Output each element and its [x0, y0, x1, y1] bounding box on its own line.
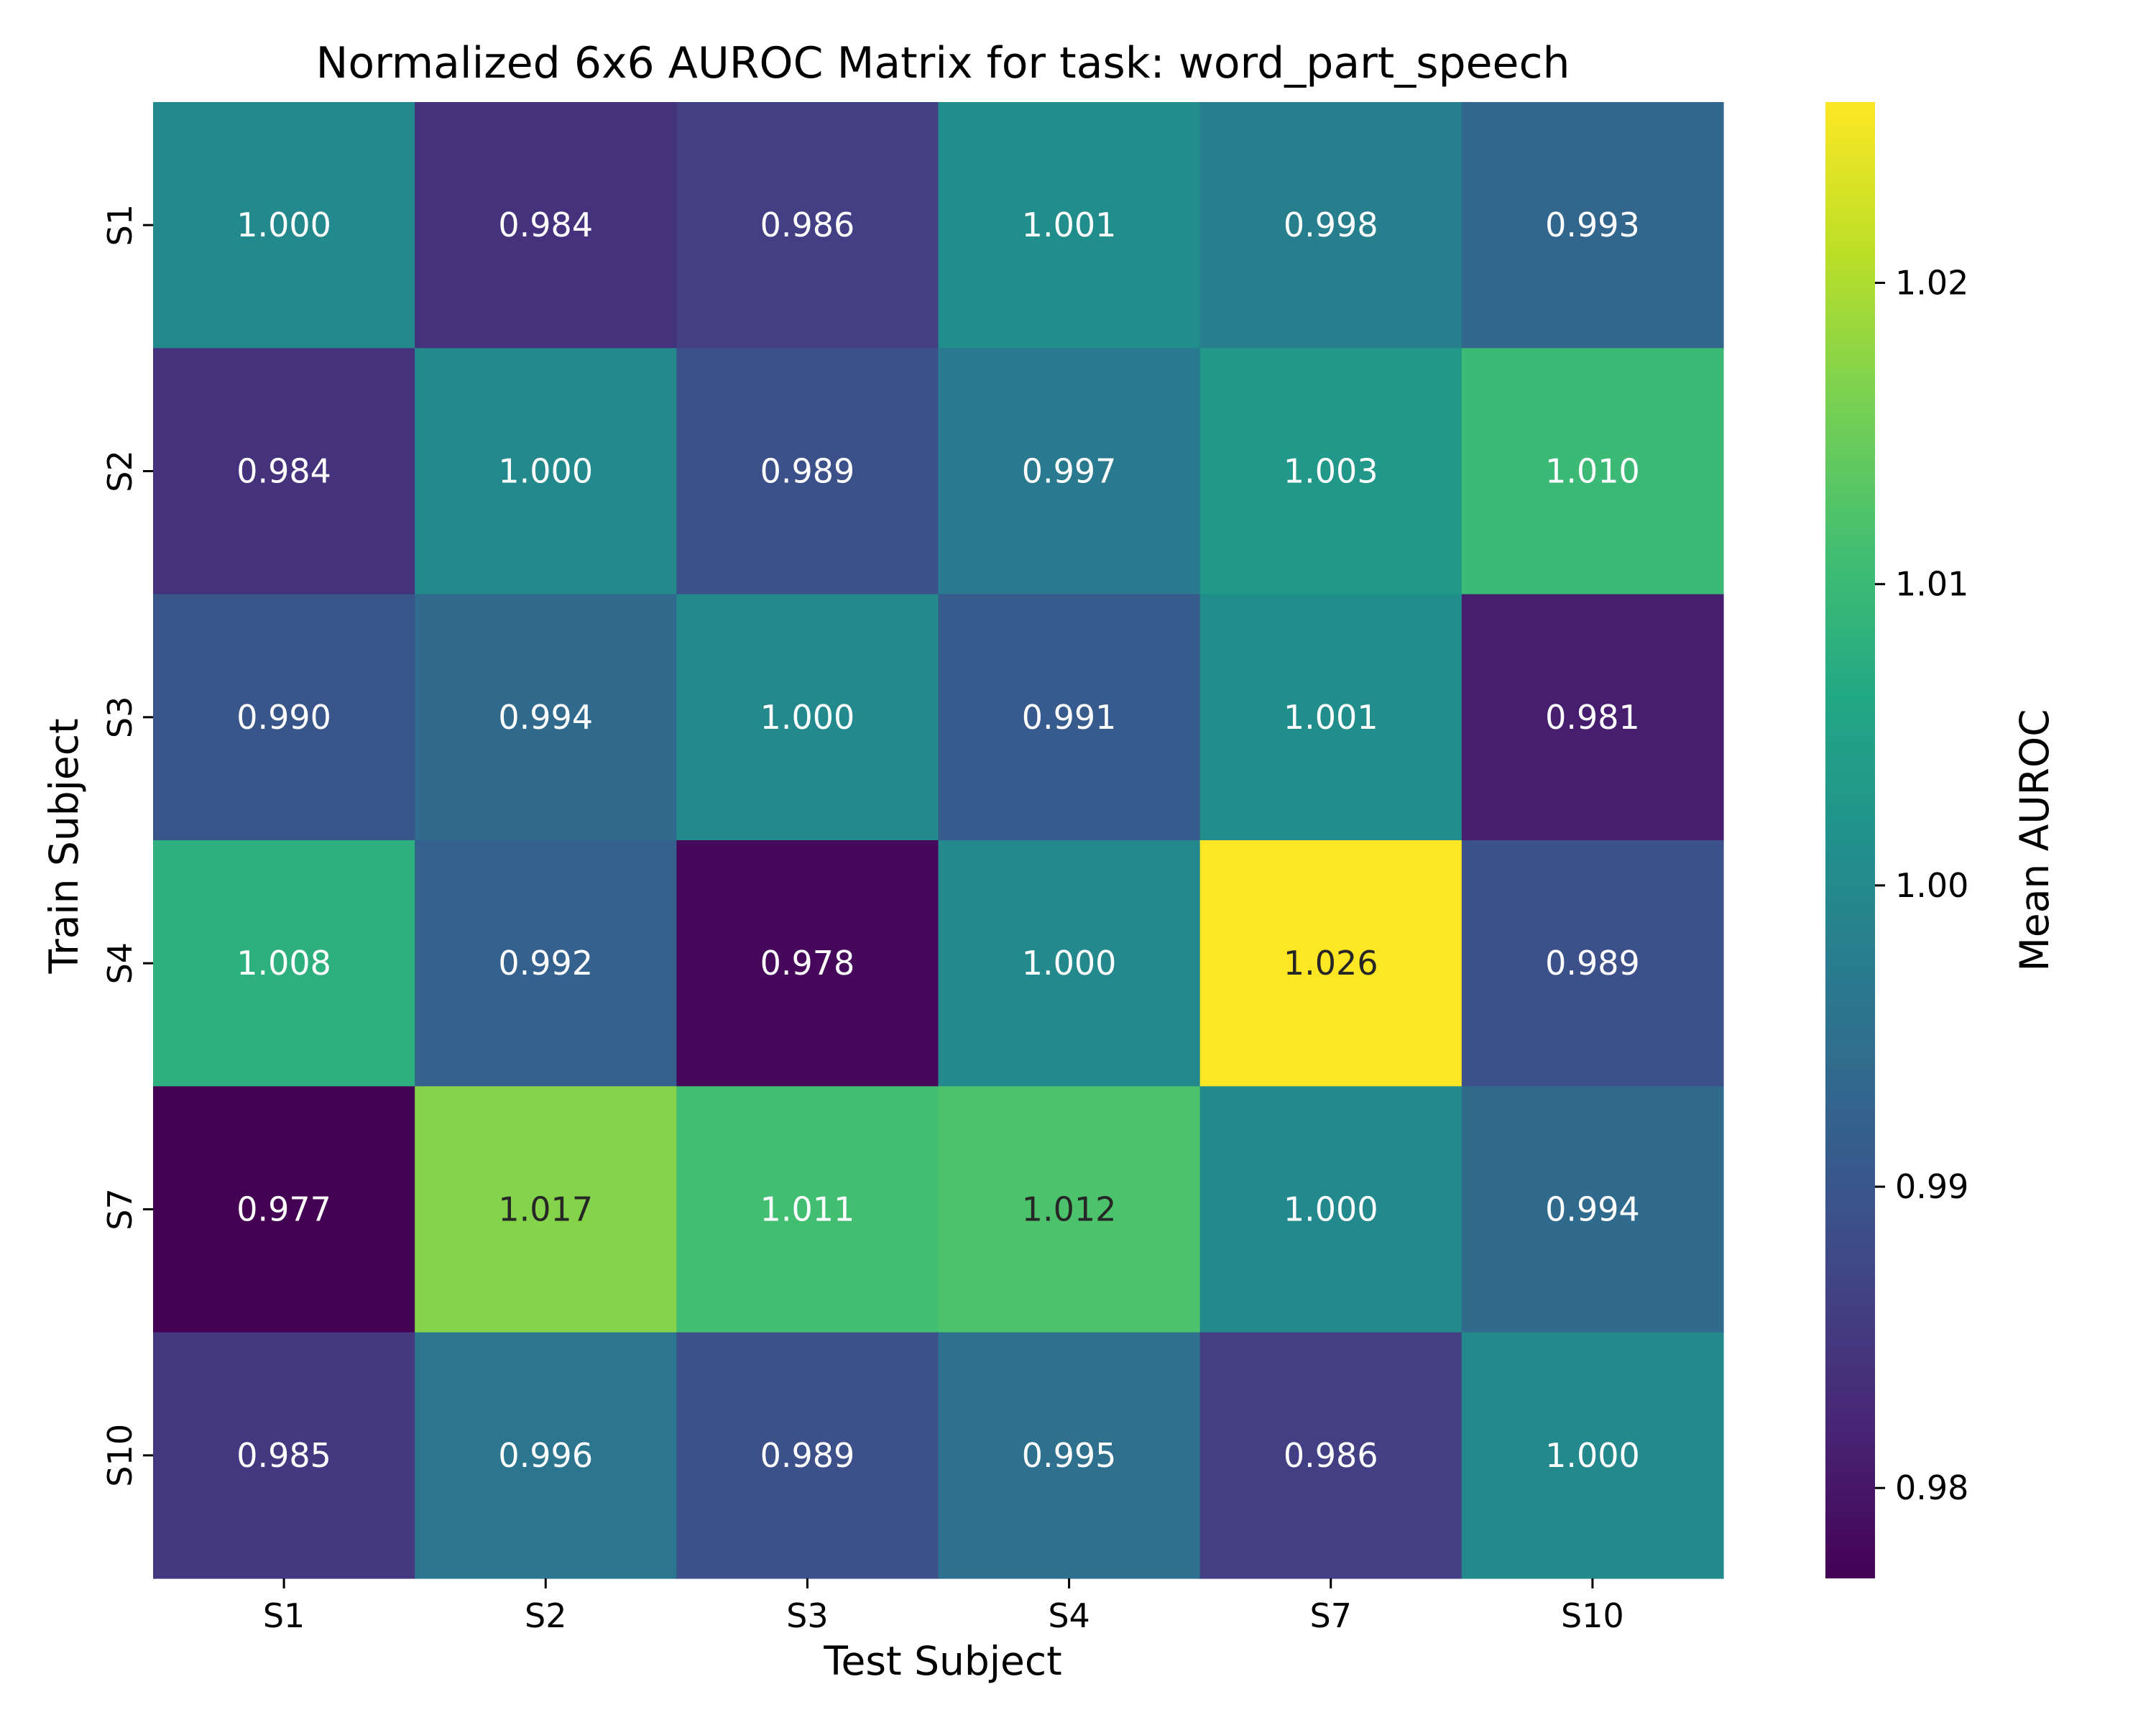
cell-value-label: 0.978 — [760, 944, 855, 983]
x-tick-label: S1 — [263, 1596, 305, 1635]
heatmap-cell — [676, 594, 939, 841]
cell-value-label: 1.003 — [1284, 452, 1378, 491]
y-tick-label: S10 — [101, 1424, 139, 1487]
cell-value-label: 1.010 — [1545, 452, 1640, 491]
cell-value-label: 1.000 — [498, 452, 593, 491]
cell-value-label: 1.000 — [1545, 1436, 1640, 1475]
heatmap-cell — [1199, 1332, 1462, 1579]
heatmap-cell — [1461, 102, 1724, 349]
colorbar-tick-label: 1.02 — [1895, 264, 1968, 303]
cell-value-label: 0.989 — [760, 452, 855, 491]
cell-value-label: 1.000 — [760, 698, 855, 737]
cell-value-label: 0.994 — [1545, 1190, 1640, 1229]
heatmap-cell — [938, 594, 1201, 841]
heatmap-cell — [938, 1086, 1201, 1333]
heatmap-cell — [415, 102, 677, 349]
x-tick-label: S3 — [786, 1596, 828, 1635]
cell-value-label: 1.000 — [1022, 944, 1117, 983]
x-axis: S1 S2 S3 S4 S7 S10 — [263, 1578, 1624, 1635]
cell-value-label: 0.984 — [498, 206, 593, 244]
colorbar-tick-label: 1.01 — [1895, 565, 1968, 604]
cell-value-label: 0.995 — [1022, 1436, 1117, 1475]
cell-value-label: 0.997 — [1022, 452, 1117, 491]
cell-value-label: 0.989 — [1545, 944, 1640, 983]
y-tick-label: S1 — [101, 204, 139, 246]
heatmap-grid: 1.000 0.984 0.986 1.001 0.998 0.993 0.984 1.000… — [153, 102, 1724, 1579]
x-axis-label: Test Subject — [823, 1638, 1061, 1684]
y-tick-label: S2 — [101, 450, 139, 492]
heatmap-cell — [676, 1086, 939, 1333]
cell-value-label: 1.001 — [1022, 206, 1117, 244]
colorbar-tick-label: 1.00 — [1895, 866, 1968, 905]
heatmap-cell — [676, 102, 939, 349]
heatmap-cell — [415, 1086, 677, 1333]
cell-value-label: 0.990 — [236, 698, 331, 737]
colorbar-tick-label: 0.98 — [1895, 1468, 1968, 1507]
cell-value-label: 0.984 — [236, 452, 331, 491]
cell-value-label: 0.992 — [498, 944, 593, 983]
heatmap-cell — [153, 1086, 415, 1333]
y-tick-label: S4 — [101, 942, 139, 984]
heatmap-cell — [1461, 348, 1724, 595]
colorbar-axis: 0.98 0.99 1.00 1.01 1.02 — [1875, 264, 1968, 1507]
heatmap-cell — [676, 840, 939, 1087]
heatmap-cell — [1461, 1332, 1724, 1579]
x-tick-label: S10 — [1561, 1596, 1624, 1635]
heatmap-cell — [1461, 594, 1724, 841]
heatmap-cell — [153, 840, 415, 1087]
heatmap-cell — [938, 1332, 1201, 1579]
cell-value-label: 0.977 — [236, 1190, 331, 1229]
x-tick-label: S4 — [1048, 1596, 1089, 1635]
cell-value-label: 1.000 — [1284, 1190, 1378, 1229]
heatmap-cell — [1199, 348, 1462, 595]
heatmap-cell — [415, 594, 677, 841]
heatmap-cell — [415, 840, 677, 1087]
cell-value-label: 1.017 — [498, 1190, 593, 1229]
heatmap-cell — [1461, 1086, 1724, 1333]
y-axis-label: Train Subject — [41, 718, 87, 974]
cell-value-label: 1.001 — [1284, 698, 1378, 737]
x-tick-label: S2 — [525, 1596, 566, 1635]
cell-value-label: 1.008 — [236, 944, 331, 983]
heatmap-cell — [153, 594, 415, 841]
y-tick-label: S7 — [101, 1188, 139, 1230]
colorbar — [1825, 102, 1875, 1578]
cell-value-label: 0.993 — [1545, 206, 1640, 244]
heatmap-cell — [415, 348, 677, 595]
cell-value-label: 0.986 — [760, 206, 855, 244]
y-tick-label: S3 — [101, 696, 139, 738]
heatmap-cell — [1461, 840, 1724, 1087]
cell-value-label: 0.991 — [1022, 698, 1117, 737]
heatmap-cell — [676, 348, 939, 595]
cell-value-label: 1.011 — [760, 1190, 855, 1229]
cell-value-label: 1.000 — [236, 206, 331, 244]
cell-value-label: 0.989 — [760, 1436, 855, 1475]
x-tick-label: S7 — [1310, 1596, 1352, 1635]
colorbar-tick-label: 0.99 — [1895, 1167, 1968, 1206]
cell-value-label: 0.981 — [1545, 698, 1640, 737]
heatmap-cell — [1199, 102, 1462, 349]
cell-value-label: 0.994 — [498, 698, 593, 737]
colorbar-label: Mean AUROC — [2012, 709, 2058, 971]
heatmap-cell — [1199, 840, 1462, 1087]
heatmap-cell — [938, 102, 1201, 349]
heatmap-cell — [415, 1332, 677, 1579]
heatmap-cell — [153, 1332, 415, 1579]
heatmap-cell — [153, 348, 415, 595]
cell-value-label: 1.012 — [1022, 1190, 1117, 1229]
heatmap-cell — [153, 102, 415, 349]
cell-value-label: 0.996 — [498, 1436, 593, 1475]
heatmap-cell — [1199, 594, 1462, 841]
heatmap-cell — [1199, 1086, 1462, 1333]
cell-value-label: 0.998 — [1284, 206, 1378, 244]
cell-value-label: 0.986 — [1284, 1436, 1378, 1475]
cell-value-label: 0.985 — [236, 1436, 331, 1475]
y-axis: S1 S2 S3 S4 S7 S10 — [101, 204, 153, 1487]
chart-title: Normalized 6x6 AUROC Matrix for task: wo… — [316, 38, 1570, 88]
cell-value-label: 1.026 — [1284, 944, 1378, 983]
heatmap-cell — [938, 348, 1201, 595]
heatmap-cell — [938, 840, 1201, 1087]
heatmap-cell — [676, 1332, 939, 1579]
